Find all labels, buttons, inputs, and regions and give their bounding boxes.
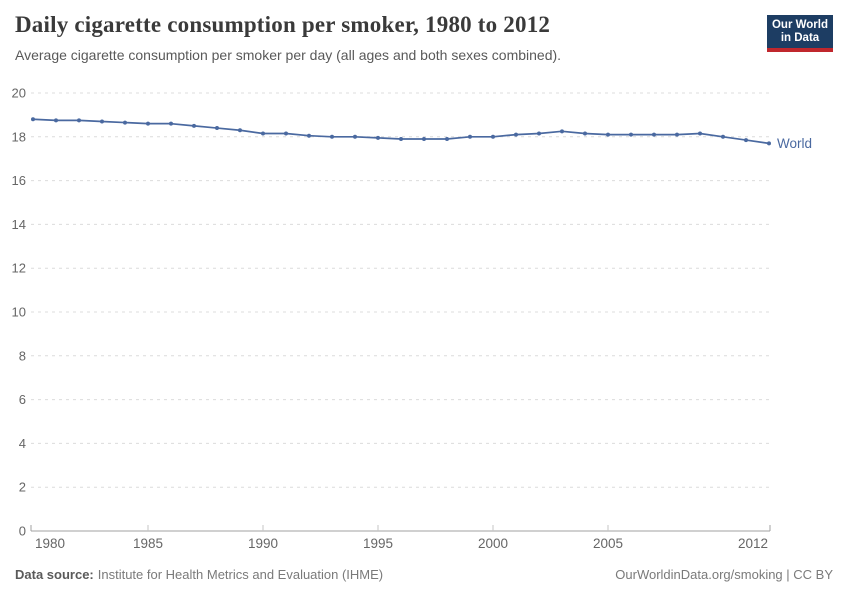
y-tick-label: 4: [19, 436, 26, 451]
data-source: Data source: Institute for Health Metrics…: [15, 567, 383, 582]
data-point: [146, 121, 150, 126]
data-point: [100, 119, 104, 124]
x-tick-label: 2005: [593, 536, 623, 551]
y-tick-label: 8: [19, 348, 26, 363]
y-tick-label: 12: [12, 261, 26, 276]
y-tick-label: 6: [19, 392, 26, 407]
data-point: [629, 132, 633, 137]
line-chart: 0 2 4 6 8 10 12 14 16 18 20 1980 1985 1990 1995 2000 200…: [0, 80, 850, 555]
y-tick-label: 14: [12, 217, 26, 232]
data-point: [330, 134, 334, 139]
data-point: [767, 141, 771, 146]
data-point: [284, 131, 288, 136]
data-source-label: Data source:: [15, 567, 94, 582]
data-point: [583, 131, 587, 136]
data-point: [307, 133, 311, 138]
data-point: [698, 131, 702, 136]
data-point: [353, 134, 357, 139]
data-point: [238, 128, 242, 133]
page-title: Daily cigarette consumption per smoker, …: [15, 12, 551, 37]
data-point: [192, 123, 196, 128]
chart-footer: Data source: Institute for Health Metrics…: [15, 567, 833, 582]
data-point: [169, 121, 173, 126]
y-tick-label: 18: [12, 129, 26, 144]
license-link[interactable]: OurWorldinData.org/smoking | CC BY: [615, 567, 833, 582]
chart-header: Daily cigarette consumption per smoker, …: [15, 12, 835, 63]
chart-subtitle: Average cigarette consumption per smoker…: [15, 47, 562, 63]
y-tick-label: 2: [19, 480, 26, 495]
data-point: [744, 138, 748, 143]
y-tick-label: 10: [12, 305, 26, 320]
x-tick-label: 1995: [363, 536, 393, 551]
y-tick-label: 0: [19, 524, 26, 539]
series-end-label: World: [777, 136, 812, 151]
owid-logo-line2: in Data: [780, 32, 820, 44]
x-tick-label: 1980: [35, 536, 65, 551]
data-point: [560, 129, 564, 134]
data-point: [606, 132, 610, 137]
data-point: [468, 134, 472, 139]
y-tick-label: 20: [12, 86, 26, 101]
data-point: [261, 131, 265, 136]
data-point: [54, 118, 58, 123]
data-point: [215, 126, 219, 131]
data-point: [514, 132, 518, 137]
data-point: [31, 117, 35, 122]
data-point: [537, 131, 541, 136]
data-point: [376, 135, 380, 140]
data-point: [77, 118, 81, 123]
data-source-value: Institute for Health Metrics and Evaluat…: [97, 567, 384, 582]
x-tick-label: 2012: [738, 536, 768, 551]
x-tick-label: 2000: [478, 536, 508, 551]
owid-logo-line1: Our World: [771, 19, 828, 31]
data-point: [445, 136, 449, 141]
data-point: [399, 136, 403, 141]
data-point: [123, 120, 127, 125]
chart-canvas: 0 2 4 6 8 10 12 14 16 18 20 1980 1985 1990 1995 2000 200…: [12, 86, 812, 552]
data-point: [675, 132, 679, 137]
data-point: [721, 134, 725, 139]
data-point: [422, 136, 426, 141]
x-tick-label: 1990: [248, 536, 278, 551]
data-point: [652, 132, 656, 137]
x-tick-label: 1985: [133, 536, 163, 551]
data-point: [491, 134, 495, 139]
owid-logo[interactable]: Our World in Data: [767, 15, 833, 52]
y-tick-label: 16: [12, 173, 26, 188]
